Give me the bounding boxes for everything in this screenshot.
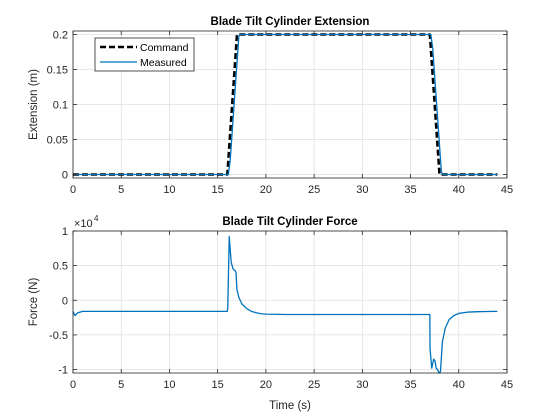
- x-tick-label: 15: [212, 379, 224, 391]
- x-tick-label: 20: [260, 184, 272, 196]
- extension-ticks: 0 5 10 15 20 25 30 35 40 45 0 0.05 0.1 0.15 0.2: [47, 30, 514, 197]
- x-tick-label: 0: [70, 184, 76, 196]
- x-tick-label: 10: [163, 184, 175, 196]
- series-line-measured: [73, 33, 498, 176]
- y-tick-label: 0.5: [53, 261, 68, 273]
- x-tick-label: 0: [70, 379, 76, 391]
- y-tick-label: 0.2: [53, 30, 68, 42]
- legend-label-measured: Measured: [140, 57, 187, 69]
- legend-label-command: Command: [140, 42, 189, 54]
- extension-y-axis-label: Extension (m): [28, 69, 40, 140]
- y-tick-label: 1: [62, 226, 68, 238]
- extension-grid: [72, 31, 508, 178]
- x-tick-label: 40: [453, 379, 465, 391]
- extension-series-lines: [73, 33, 498, 176]
- force-y-axis-label: Force (N): [28, 278, 40, 327]
- force-x-axis-label: Time (s): [269, 400, 311, 412]
- y-tick-label: -0.5: [49, 330, 68, 342]
- force-plot-area: [73, 231, 507, 373]
- series-line-force: [72, 235, 498, 374]
- x-tick-label: 45: [501, 184, 513, 196]
- x-tick-label: 45: [501, 379, 513, 391]
- force-chart: 0 5 10 15 20 25 30 35 40 45 -1 -0.5 0 0.5 1 Blade Tilt…: [28, 214, 513, 412]
- y-tick-label: 0.15: [47, 65, 68, 77]
- force-series-lines: [72, 235, 498, 374]
- y-tick-label: 0: [62, 295, 68, 307]
- x-tick-label: 15: [212, 184, 224, 196]
- legend-box: [94, 37, 195, 72]
- force-axes-box: [72, 230, 508, 374]
- x-tick-label: 20: [260, 379, 272, 391]
- exponent-base: ×10: [74, 218, 93, 230]
- y-tick-label: -1: [58, 365, 68, 377]
- x-tick-label: 40: [453, 184, 465, 196]
- x-tick-label: 35: [404, 379, 416, 391]
- force-chart-title: Blade Tilt Cylinder Force: [222, 216, 357, 228]
- x-tick-label: 5: [118, 184, 124, 196]
- x-tick-label: 30: [356, 184, 368, 196]
- force-ticks: 0 5 10 15 20 25 30 35 40 45 -1 -0.5 0 0.5 1: [49, 226, 513, 391]
- y-tick-label: 0.05: [47, 135, 68, 147]
- y-tick-label: 0.1: [53, 100, 68, 112]
- x-tick-label: 25: [308, 379, 320, 391]
- force-y-exponent: ×10 4: [74, 214, 99, 230]
- x-tick-label: 30: [356, 379, 368, 391]
- x-tick-label: 35: [404, 184, 416, 196]
- extension-chart: 0 5 10 15 20 25 30 35 40 45 0 0.05 0.1 0.15 0.2 Blade …: [28, 16, 513, 196]
- extension-chart-title: Blade Tilt Cylinder Extension: [211, 16, 370, 28]
- extension-legend: Command Measured: [94, 37, 195, 72]
- x-tick-label: 5: [118, 379, 124, 391]
- y-tick-label: 0: [62, 170, 68, 182]
- x-tick-label: 10: [163, 379, 175, 391]
- exponent-power: 4: [94, 214, 99, 223]
- x-tick-label: 25: [308, 184, 320, 196]
